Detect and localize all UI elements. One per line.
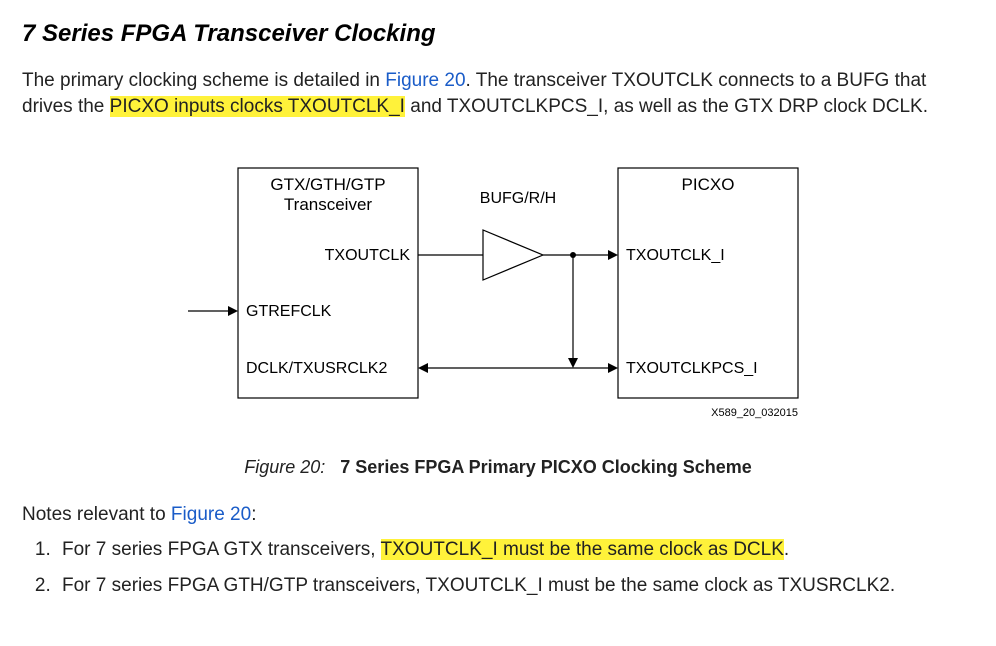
port-txoutclk: TXOUTCLK [325, 247, 411, 264]
note-item-2: For 7 series FPGA GTH/GTP transceivers, … [56, 573, 974, 599]
arrow-gtrefclk [228, 306, 238, 316]
arrow-txoutclk-i [608, 250, 618, 260]
arrow-drop [568, 358, 578, 368]
port-txoutclkpcs-i: TXOUTCLKPCS_I [626, 360, 758, 377]
picxo-title: PICXO [682, 175, 735, 194]
note1-highlight: TXOUTCLK_I must be the same clock as DCL… [381, 539, 784, 560]
intro-highlight: PICXO inputs clocks TXOUTCLK_I [110, 96, 405, 117]
intro-paragraph: The primary clocking scheme is detailed … [22, 68, 974, 119]
figure-label: Figure 20: [244, 457, 325, 477]
figure-caption: Figure 20: 7 Series FPGA Primary PICXO C… [22, 455, 974, 479]
port-dclk: DCLK/TXUSRCLK2 [246, 360, 387, 377]
bufg-label: BUFG/R/H [480, 190, 556, 207]
intro-text-3: and TXOUTCLKPCS_I, as well as the GTX DR… [405, 96, 928, 117]
notes-intro-text-2: : [251, 504, 256, 525]
figure-link[interactable]: Figure 20 [385, 70, 465, 91]
port-txoutclk-i: TXOUTCLK_I [626, 247, 725, 264]
intro-text-1: The primary clocking scheme is detailed … [22, 70, 385, 91]
note1-a: For 7 series FPGA GTX transceivers, [62, 539, 381, 560]
clocking-diagram: GTX/GTH/GTP Transceiver TXOUTCLK GTREFCL… [178, 148, 818, 446]
arrow-dclk-right [608, 363, 618, 373]
transceiver-title-1: GTX/GTH/GTP [270, 175, 385, 194]
diagram-doc-id: X589_20_032015 [711, 407, 798, 419]
transceiver-title-2: Transceiver [284, 195, 373, 214]
notes-list: For 7 series FPGA GTX transceivers, TXOU… [22, 537, 974, 598]
notes-intro-text-1: Notes relevant to [22, 504, 171, 525]
arrow-dclk-left [418, 363, 428, 373]
note1-b: . [784, 539, 789, 560]
notes-intro: Notes relevant to Figure 20: [22, 502, 974, 528]
section-heading: 7 Series FPGA Transceiver Clocking [22, 18, 974, 50]
port-gtrefclk: GTREFCLK [246, 303, 332, 320]
figure-title: 7 Series FPGA Primary PICXO Clocking Sch… [340, 457, 752, 477]
figure-link-2[interactable]: Figure 20 [171, 504, 251, 525]
bufg-buffer-icon [483, 230, 543, 280]
note-item-1: For 7 series FPGA GTX transceivers, TXOU… [56, 537, 974, 563]
